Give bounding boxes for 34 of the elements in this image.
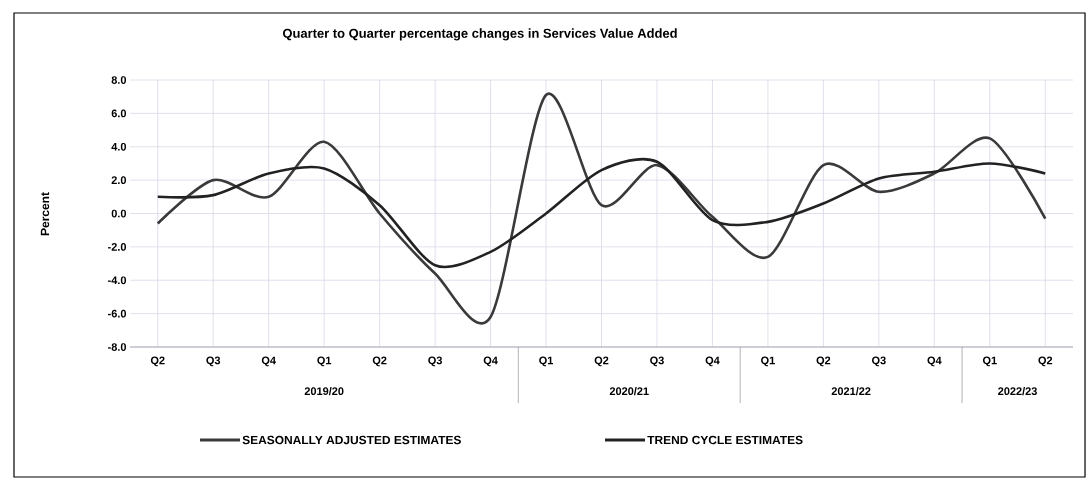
x-tick-label: Q2 — [150, 356, 165, 367]
text: 2022/23 — [998, 386, 1037, 396]
y-axis-title: Percent — [40, 192, 50, 236]
x-tick-label: Q2 — [372, 356, 387, 367]
y-tick-label: 0.0 — [111, 209, 127, 218]
y-tick-label: 8.0 — [111, 76, 127, 84]
y-tick-label: -2.0 — [108, 243, 127, 251]
y-tick-label: -8.0 — [108, 343, 127, 351]
y-tick-label: -6.0 — [108, 309, 127, 318]
x-tick-label: Q1 — [982, 356, 997, 367]
x-tick-label: Q1 — [539, 356, 554, 367]
y-tick-label: 2.0 — [111, 176, 127, 185]
x-tick-label: Q2 — [816, 356, 831, 367]
x-tick-label: Q4 — [261, 356, 276, 367]
x-tick-label: Q3 — [650, 356, 664, 367]
text: 2019/20 — [304, 386, 344, 396]
x-tick-label: Q4 — [483, 356, 498, 367]
x-tick-label: Q2 — [594, 356, 609, 367]
text: 2021/22 — [831, 386, 871, 396]
legend-label: SEASONALLY ADJUSTED ESTIMATES — [242, 435, 461, 445]
chart-title: Quarter to Quarter percentage changes in Services Value Added — [282, 28, 677, 41]
x-tick-label: Q3 — [206, 356, 221, 367]
x-tick-label: Q4 — [927, 356, 942, 367]
x-tick-label: Q1 — [317, 356, 332, 367]
x-tick-label: Q3 — [872, 356, 886, 367]
x-tick-label: Q2 — [1038, 356, 1053, 367]
x-tick-label: Q1 — [761, 356, 775, 367]
y-tick-label: 6.0 — [111, 109, 127, 118]
x-tick-label: Q3 — [428, 356, 443, 367]
y-tick-label: 4.0 — [111, 142, 127, 151]
x-tick-label: Q4 — [705, 356, 720, 367]
legend-label: TREND CYCLE ESTIMATES — [647, 435, 803, 445]
text: 2020/21 — [609, 386, 649, 396]
y-tick-label: -4.0 — [108, 276, 127, 285]
